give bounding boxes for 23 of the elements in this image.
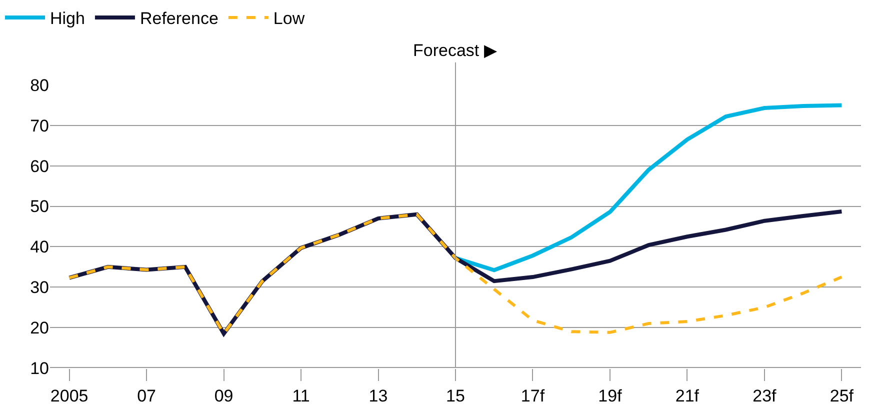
x-tick-label: 23f: [752, 386, 777, 406]
x-tick-label: 07: [137, 386, 156, 406]
x-tick-label: 25f: [830, 386, 854, 406]
x-tick-label: 09: [214, 386, 234, 406]
y-tick-label: 70: [30, 116, 49, 136]
y-tick-label: 60: [30, 156, 49, 176]
legend-label: High: [50, 9, 85, 28]
x-tick-label: 15: [446, 386, 465, 406]
y-tick-label: 30: [30, 278, 49, 298]
y-tick-label: 50: [30, 197, 49, 216]
y-tick-label: 80: [30, 76, 49, 95]
y-tick-label: 40: [30, 238, 49, 257]
y-tick-label: 20: [30, 318, 49, 338]
legend-label: Reference: [140, 9, 218, 28]
x-tick-label: 13: [368, 386, 388, 406]
x-tick-label: 17f: [520, 386, 545, 406]
ref-line-label: Forecast ▶: [413, 41, 498, 60]
x-tick-label: 11: [292, 386, 310, 406]
x-tick-label: 21f: [675, 386, 700, 406]
x-tick-label: 2005: [50, 386, 88, 406]
legend-label: Low: [273, 9, 306, 28]
x-tick-label: 19f: [598, 386, 622, 406]
y-tick-label: 10: [30, 358, 49, 378]
